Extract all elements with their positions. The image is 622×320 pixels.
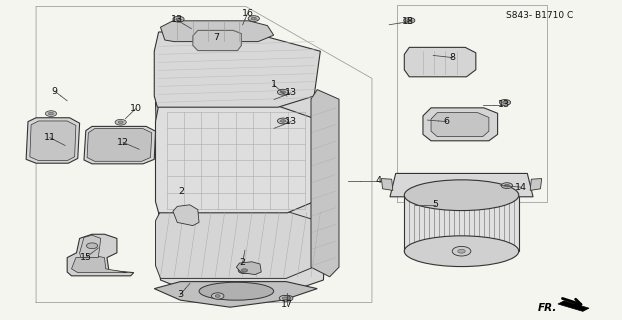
Polygon shape	[404, 195, 519, 251]
Circle shape	[452, 246, 471, 256]
Circle shape	[282, 297, 287, 300]
Circle shape	[277, 118, 289, 124]
Text: 13: 13	[170, 15, 183, 24]
Text: 13: 13	[285, 117, 297, 126]
Polygon shape	[390, 173, 533, 197]
Text: FR.: FR.	[537, 303, 557, 313]
Circle shape	[501, 183, 513, 188]
Circle shape	[499, 100, 511, 105]
Text: 5: 5	[432, 200, 439, 209]
Circle shape	[279, 295, 290, 301]
Circle shape	[282, 295, 293, 301]
Circle shape	[45, 111, 57, 116]
Polygon shape	[154, 32, 320, 107]
Circle shape	[173, 16, 184, 22]
Text: 1: 1	[271, 80, 277, 89]
Circle shape	[251, 17, 256, 20]
Circle shape	[176, 18, 181, 20]
Text: S843- B1710 C: S843- B1710 C	[506, 12, 573, 20]
Text: 7: 7	[213, 33, 220, 42]
Text: 10: 10	[129, 104, 142, 113]
Polygon shape	[558, 301, 589, 311]
Text: 15: 15	[80, 253, 92, 262]
Text: 11: 11	[44, 133, 56, 142]
Text: 9: 9	[52, 87, 58, 96]
Circle shape	[248, 16, 259, 21]
Polygon shape	[156, 106, 314, 213]
Circle shape	[211, 293, 224, 299]
Polygon shape	[84, 126, 156, 164]
Circle shape	[215, 295, 220, 297]
Circle shape	[238, 267, 251, 274]
Circle shape	[407, 19, 412, 22]
Text: 2: 2	[239, 258, 246, 267]
Circle shape	[503, 101, 508, 104]
Polygon shape	[67, 234, 134, 276]
Circle shape	[86, 243, 98, 249]
Ellipse shape	[199, 282, 274, 300]
Polygon shape	[193, 30, 241, 51]
Text: 6: 6	[443, 117, 450, 126]
Polygon shape	[530, 179, 542, 190]
Text: 8: 8	[450, 53, 456, 62]
Polygon shape	[423, 108, 498, 141]
Text: 14: 14	[515, 183, 527, 192]
Circle shape	[285, 297, 290, 300]
Circle shape	[281, 120, 285, 122]
Circle shape	[118, 121, 123, 124]
Text: 18: 18	[402, 17, 414, 26]
Text: 4: 4	[375, 176, 381, 185]
Text: 17: 17	[281, 300, 294, 309]
Text: 3: 3	[177, 290, 183, 299]
Ellipse shape	[404, 180, 519, 211]
Text: 12: 12	[117, 138, 129, 147]
Polygon shape	[160, 21, 274, 42]
Polygon shape	[80, 235, 101, 258]
Polygon shape	[431, 113, 489, 137]
Polygon shape	[236, 262, 261, 275]
Text: 13: 13	[285, 88, 297, 97]
Polygon shape	[72, 256, 128, 273]
Circle shape	[115, 119, 126, 125]
Circle shape	[404, 18, 415, 23]
Polygon shape	[26, 118, 80, 163]
Text: 2: 2	[179, 188, 185, 196]
Polygon shape	[87, 129, 152, 161]
Circle shape	[504, 184, 509, 187]
Circle shape	[277, 89, 289, 95]
Circle shape	[241, 269, 248, 272]
Circle shape	[281, 91, 285, 93]
Polygon shape	[381, 179, 393, 190]
Text: 13: 13	[498, 100, 510, 109]
Circle shape	[49, 112, 53, 115]
Polygon shape	[311, 90, 339, 277]
Polygon shape	[156, 211, 317, 278]
Ellipse shape	[404, 236, 519, 267]
Polygon shape	[30, 121, 76, 161]
Polygon shape	[156, 90, 330, 293]
Polygon shape	[404, 47, 476, 77]
Polygon shape	[173, 205, 199, 226]
Text: 16: 16	[241, 9, 254, 18]
Polygon shape	[154, 282, 317, 307]
Circle shape	[458, 249, 465, 253]
